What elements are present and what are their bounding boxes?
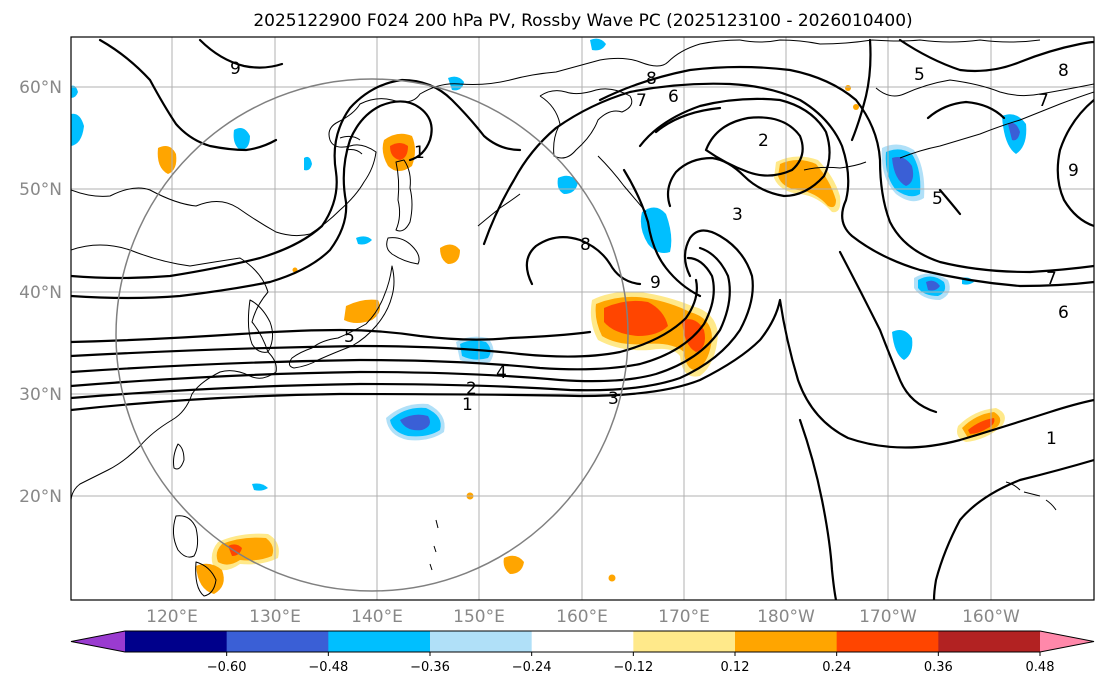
contour-label: 6 [668,87,679,107]
lon-label: 160°W [962,607,1020,627]
contour-label-group: 1 2 3 4 5 6 7 8 9 9 8 2 3 7 6 5 5 8 7 9 … [230,59,1079,449]
colorbar-extend-min [71,631,125,652]
coast-philippines [172,515,217,597]
coast-sakhalin [395,159,413,232]
map-frame [70,36,1095,601]
contour-label: 5 [344,327,355,347]
lat-label: 30°N [19,385,62,405]
contour-label: 9 [650,273,661,293]
colorbar-tick-label: −0.36 [410,660,450,675]
anomaly-pos-small-1 [503,555,524,574]
graticule [71,37,1094,600]
lat-label: 20°N [19,487,62,507]
coast-asia-mainland [71,244,277,501]
contour-label: 8 [580,235,591,255]
lon-label: 170°W [859,607,917,627]
contour-label: 8 [1058,61,1069,81]
anomaly-neg-siberia [233,128,250,150]
lon-label: 160°E [556,607,608,627]
contour-label: 9 [230,59,241,79]
colorbar-segment [226,631,329,652]
contour-label: 2 [466,379,477,399]
coast-hawaii [1005,481,1057,511]
lon-label: 180°W [757,607,815,627]
contour-label: 5 [914,65,925,85]
colorbar-segment [125,631,228,652]
colorbar-tick-label: −0.48 [308,660,348,675]
lon-axis: 120°E 130°E 140°E 150°E 160°E 170°E 180°… [146,607,1020,627]
coast-alaska [739,39,1094,97]
contour-5 [71,328,592,344]
anomaly-pos-hokkaido-east [440,244,460,264]
contour-7 [71,78,522,280]
contour-label: 9 [1068,161,1079,181]
contour-4 [71,278,698,358]
lat-label: 50°N [19,180,62,200]
lon-label: 140°E [351,607,403,627]
contour-label: 1 [462,395,473,415]
colorbar-outline [70,630,1095,653]
contour-1 [71,298,1094,449]
anomaly-pos-japan-sea [344,299,380,323]
contour-label: 8 [646,69,657,89]
lat-axis: 60°N 50°N 40°N 30°N 20°N [19,78,62,507]
lon-label: 170°E [658,607,710,627]
lat-label: 40°N [19,283,62,303]
lon-label: 120°E [146,607,198,627]
contour-label: 7 [1046,269,1057,289]
colorbar: −0.60 −0.48 −0.36 −0.24 −0.12 0.12 0.24 0.36 0.4… [70,630,1095,675]
contour-label: 7 [636,91,647,111]
colorbar-segment [531,631,634,652]
contour-8 [482,82,1094,288]
anomaly-neg-hawaii-nw [892,330,913,360]
colorbar-tick-label: 0.12 [721,660,750,675]
lat-label: 60°N [19,78,62,98]
contour-3 [71,256,715,374]
coast-aleutians [899,91,1094,159]
contour-2 [71,246,731,388]
colorbar-segment [328,631,431,652]
contour-label: 1 [1046,429,1057,449]
colorbar-tick-label: 0.36 [924,660,953,675]
contour-label: 3 [732,205,743,225]
contour-label: 6 [1058,303,1069,323]
coast-taiwan [173,443,185,470]
contour-6 [71,100,433,300]
contour-label: 1 [414,143,425,163]
coastlines [71,39,1094,597]
colorbar-segment [836,631,939,652]
colorbar-tick-label: −0.12 [613,660,653,675]
colorbar-segment [735,631,838,652]
colorbar-tick-label: −0.24 [512,660,552,675]
coast-kamchatka [539,88,633,159]
colorbar-segment [633,631,736,652]
coast-japan [288,237,420,369]
lon-label: 150°E [453,607,505,627]
great-circle [115,78,629,592]
colorbar-segment [938,631,1041,652]
contour-label: 7 [1038,91,1049,111]
contour-label: 4 [496,363,507,383]
negative-anomalies [71,38,1027,491]
colorbar-segment [430,631,533,652]
map-panel: 1 2 3 4 5 6 7 8 9 9 8 2 3 7 6 5 5 8 7 9 … [71,37,1094,600]
colorbar-tick-label: 0.24 [822,660,851,675]
anomaly-neg-west-edge [71,113,84,146]
lon-label: 130°E [249,607,301,627]
pv-contours [71,38,1094,600]
colorbar-tick-label: −0.60 [207,660,247,675]
contour-label: 5 [932,189,943,209]
colorbar-tick-label: 0.48 [1026,660,1055,675]
contour-label: 3 [608,389,619,409]
anomaly-neg-kurils [640,207,672,253]
contour-label: 2 [758,131,769,151]
figure-title: 2025122900 F024 200 hPa PV, Rossby Wave … [253,11,912,31]
colorbar-extend-max [1040,631,1094,652]
